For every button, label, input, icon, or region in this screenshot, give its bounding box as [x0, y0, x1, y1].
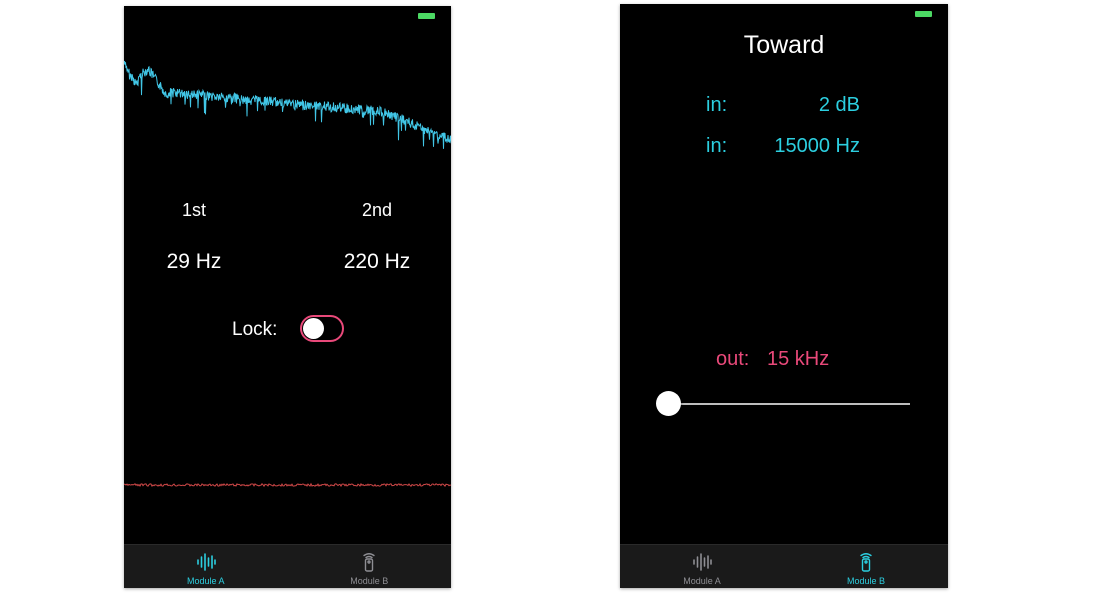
input-gain-value: 2 dB — [818, 94, 860, 116]
output-value: 15 kHz — [767, 348, 830, 370]
tab-module-a-label: Module A — [683, 576, 721, 586]
second-peak-value: 220 Hz — [343, 250, 411, 273]
lock-label: Lock: — [232, 319, 278, 340]
module-b-screen: Toward in: 2 dB in: 15000 Hz out: 15 kHz… — [620, 4, 948, 588]
input-frequency-value: 15000 Hz — [774, 135, 860, 157]
remote-control-icon — [860, 553, 872, 572]
first-peak-label: 1st — [181, 200, 206, 220]
output-slider-thumb[interactable] — [656, 391, 681, 416]
tab-module-b[interactable]: Module B — [784, 545, 948, 588]
output-slider-track[interactable] — [668, 403, 910, 405]
tab-bar: Module A Module B — [620, 544, 948, 588]
tab-module-a[interactable]: Module A — [124, 545, 288, 588]
baseline-signal-line — [124, 482, 451, 488]
battery-icon — [418, 13, 435, 19]
tab-module-a-label: Module A — [186, 576, 225, 586]
screen-title: Toward — [743, 31, 825, 59]
waveform-icon — [693, 553, 712, 571]
battery-icon — [915, 11, 932, 17]
output-label: out: — [716, 348, 750, 370]
remote-control-icon — [363, 553, 375, 572]
tab-module-b-label: Module B — [350, 576, 389, 586]
lock-toggle[interactable] — [300, 315, 344, 342]
input-frequency-label: in: — [706, 135, 728, 157]
module-a-screen: 1st 2nd 29 Hz 220 Hz Lock: Module A — [124, 6, 451, 588]
spectrum-line — [124, 60, 451, 149]
waveform-icon — [196, 553, 216, 571]
lock-toggle-knob[interactable] — [303, 318, 324, 339]
second-peak-label: 2nd — [361, 200, 393, 220]
input-gain-label: in: — [706, 94, 728, 116]
tab-module-a[interactable]: Module A — [620, 545, 784, 588]
tab-bar: Module A Module B — [124, 544, 451, 588]
first-peak-value: 29 Hz — [166, 250, 222, 273]
spectrum-display — [124, 60, 451, 488]
tab-module-b-label: Module B — [846, 576, 886, 586]
tab-module-b[interactable]: Module B — [288, 545, 452, 588]
